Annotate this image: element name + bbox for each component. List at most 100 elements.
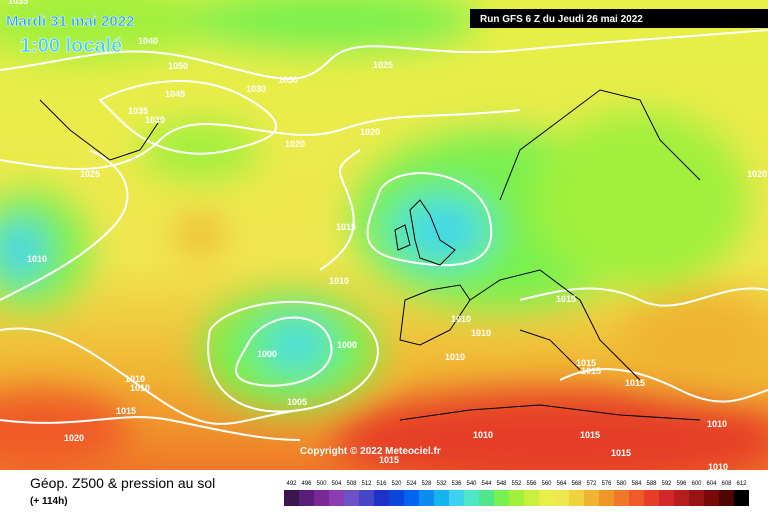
colorbar-tick-label: 556: [526, 481, 537, 487]
colorbar-tick-label: 516: [376, 481, 387, 487]
colorbar-swatch: [614, 490, 629, 506]
isobar-label: 1015: [625, 378, 645, 388]
colorbar-tick-label: 568: [571, 481, 582, 487]
colorbar-tick-label: 572: [586, 481, 597, 487]
colorbar-tick-label: 600: [691, 481, 702, 487]
run-box: [470, 9, 768, 28]
isobar-label: 1000: [337, 340, 357, 350]
colorbar-swatch: [404, 490, 419, 506]
colorbar-swatch: [449, 490, 464, 506]
isobar-label: 1025: [373, 60, 393, 70]
colorbar-tick-label: 532: [436, 481, 447, 487]
legend-subtitle: (+ 114h): [30, 496, 68, 507]
colorbar-tick-label: 496: [301, 481, 312, 487]
isobars: [0, 29, 768, 441]
isobar-label: 1005: [287, 397, 307, 407]
isobar-label: 1020: [64, 433, 84, 443]
colorbar-tick-label: 588: [646, 481, 657, 487]
isobar-label: 1050: [168, 61, 188, 71]
isobar-label: 1015: [379, 455, 399, 465]
colorbar-swatch: [719, 490, 734, 506]
colorbar-swatch: [629, 490, 644, 506]
isobar-label: 1045: [165, 89, 185, 99]
colorbar-swatch: [689, 490, 704, 506]
colorbar-swatch: [419, 490, 434, 506]
colorbar-tick-label: 576: [601, 481, 612, 487]
colorbar-tick-label: 528: [421, 481, 432, 487]
isobar-label: 1025: [80, 169, 100, 179]
isobar-label: 1020: [285, 139, 305, 149]
colorbar-tick-label: 612: [736, 481, 747, 487]
colorbar-swatch: [569, 490, 584, 506]
colorbar-swatch: [434, 490, 449, 506]
isobar-label: 1010: [27, 254, 47, 264]
isobar-label: 1010: [708, 462, 728, 472]
colorbar-swatch: [599, 490, 614, 506]
colorbar-tick-label: 536: [451, 481, 462, 487]
colorbar-tick-label: 544: [481, 481, 492, 487]
isobar-label: 1035: [8, 0, 28, 6]
isobar-label: 1020: [360, 127, 380, 137]
colorbar-swatch: [674, 490, 689, 506]
legend-title: Géop. Z500 & pression au sol: [30, 475, 215, 491]
isobar-label: 1030: [278, 75, 298, 85]
field-shading: [0, 0, 768, 490]
isobar-label: 1015: [581, 366, 601, 376]
map-time: 1:00 localé: [20, 35, 122, 57]
colorbar-swatch: [329, 490, 344, 506]
colorbar-tick-label: 520: [391, 481, 402, 487]
colorbar-tick-label: 512: [361, 481, 372, 487]
colorbar-swatch: [554, 490, 569, 506]
colorbar-tick-label: 524: [406, 481, 417, 487]
colorbar-tick-label: 500: [316, 481, 327, 487]
isobar-label: 1030: [246, 84, 266, 94]
isobar-label: 1010: [125, 374, 145, 384]
colorbar-swatch: [374, 490, 389, 506]
colorbar-tick-label: 580: [616, 481, 627, 487]
colorbar-swatch: [389, 490, 404, 506]
isobar-label: 1015: [580, 430, 600, 440]
colorbar-swatch: [734, 490, 749, 506]
run-info: Run GFS 6 Z du Jeudi 26 mai 2022: [480, 14, 643, 25]
colorbar-tick-label: 508: [346, 481, 357, 487]
isobar-label: 1010: [473, 430, 493, 440]
colorbar-tick-label: 548: [496, 481, 507, 487]
isobar-label: 1010: [707, 419, 727, 429]
isobar-label: 1030: [145, 115, 165, 125]
colorbar-swatch: [359, 490, 374, 506]
isobar-label: 1015: [116, 406, 136, 416]
colorbar-tick-label: 596: [676, 481, 687, 487]
isobar-label: 1015: [336, 222, 356, 232]
isobar-label: 1010: [130, 383, 150, 393]
colorbar-swatch: [464, 490, 479, 506]
colorbar-swatch: [539, 490, 554, 506]
isobar-label: 1035: [128, 106, 148, 116]
colorbar-swatch: [524, 490, 539, 506]
isobar-label: 1015: [576, 358, 596, 368]
isobar-label: 1020: [747, 169, 767, 179]
isobar-labels: 1035104010501045103010301035103010251020…: [8, 0, 767, 472]
isobar-label: 1010: [329, 276, 349, 286]
colorbar-swatch: [299, 490, 314, 506]
coastlines: [39, 89, 701, 421]
colorbar-swatch: [344, 490, 359, 506]
isobar-label: 1015: [611, 448, 631, 458]
map-date: Mardi 31 mai 2022: [6, 13, 134, 30]
colorbar-tick-label: 540: [466, 481, 477, 487]
colorbar-tick-label: 492: [286, 481, 297, 487]
colorbar-tick-label: 504: [331, 481, 342, 487]
colorbar-swatch: [479, 490, 494, 506]
isobar-label: 1010: [451, 314, 471, 324]
colorbar-swatch: [509, 490, 524, 506]
colorbar-tick-label: 552: [511, 481, 522, 487]
isobar-label: 1040: [138, 36, 158, 46]
colorbar-swatch: [284, 490, 299, 506]
colorbar-tick-label: 592: [661, 481, 672, 487]
copyright: Copyright © 2022 Meteociel.fr: [300, 446, 441, 457]
colorbar-tick-label: 560: [541, 481, 552, 487]
isobar-label: 1000: [257, 349, 277, 359]
colorbar-tick-label: 608: [721, 481, 732, 487]
isobar-label: 1010: [445, 352, 465, 362]
isobar-label: 1015: [556, 294, 576, 304]
